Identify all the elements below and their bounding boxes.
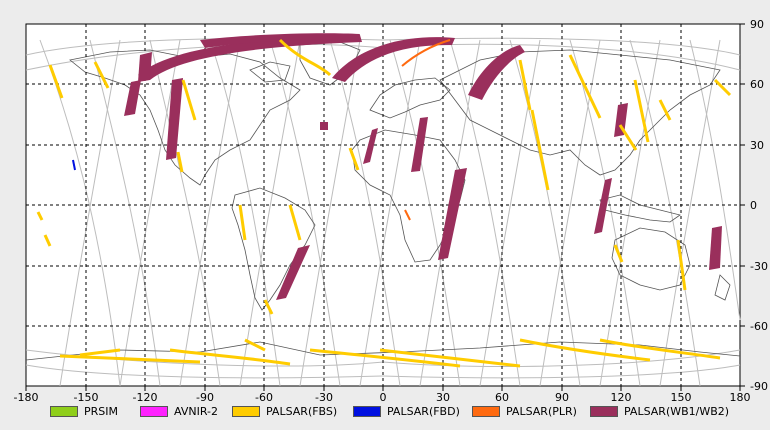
x-tick-label: -60 <box>255 391 273 404</box>
x-tick-label: -30 <box>315 391 333 404</box>
legend-label: PALSAR(PLR) <box>506 404 577 418</box>
legend-label: PALSAR(FBS) <box>266 404 338 418</box>
y-tick-label: 30 <box>750 139 764 152</box>
legend-item-avnir2: AVNIR-2 <box>140 403 218 419</box>
x-tick-label: 120 <box>611 391 632 404</box>
swaths-fbd <box>72 159 76 171</box>
legend-swatch <box>50 405 78 417</box>
x-tick-label: 0 <box>380 391 387 404</box>
x-tick-label: -180 <box>14 391 39 404</box>
x-tick-label: -150 <box>74 391 99 404</box>
y-tick-label: 60 <box>750 78 764 91</box>
legend-item-palsar-fbs: PALSAR(FBS) <box>232 403 337 419</box>
x-tick-label: 30 <box>436 391 450 404</box>
legend-item-prsim: PRSIM <box>50 403 118 419</box>
grid-lines <box>26 24 740 386</box>
legend-label: PALSAR(FBD) <box>387 404 460 418</box>
legend-label: PRSIM <box>84 404 118 418</box>
legend-swatch <box>232 405 260 417</box>
legend-swatch <box>353 405 381 417</box>
y-tick-label: 0 <box>750 199 757 212</box>
tick-marks <box>25 23 745 391</box>
y-tick-label: -90 <box>750 380 768 393</box>
legend-swatch <box>472 405 500 417</box>
legend-label: AVNIR-2 <box>174 404 218 418</box>
y-tick-label: -60 <box>750 320 768 333</box>
legend-item-palsar-wb: PALSAR(WB1/WB2) <box>590 403 729 419</box>
x-tick-label: 180 <box>730 391 751 404</box>
swaths-fbs <box>36 38 732 368</box>
y-tick-label: -30 <box>750 260 768 273</box>
legend: PRSIM AVNIR-2 PALSAR(FBS) PALSAR(FBD) PA… <box>0 400 770 424</box>
x-tick-label: 90 <box>555 391 569 404</box>
swaths-plr <box>401 39 451 221</box>
x-tick-label: -90 <box>196 391 214 404</box>
y-tick-label: 90 <box>750 18 764 31</box>
x-tick-labels: -180 -150 -120 -90 -60 -30 0 30 60 90 12… <box>14 391 751 404</box>
legend-item-palsar-fbd: PALSAR(FBD) <box>353 403 460 419</box>
x-tick-label: 150 <box>671 391 692 404</box>
legend-item-palsar-plr: PALSAR(PLR) <box>472 403 577 419</box>
x-tick-label: -120 <box>133 391 158 404</box>
x-tick-label: 60 <box>495 391 509 404</box>
y-tick-labels: 90 60 30 0 -30 -60 -90 <box>750 18 768 393</box>
legend-swatch <box>140 405 168 417</box>
swaths-wb <box>124 33 722 300</box>
legend-label: PALSAR(WB1/WB2) <box>624 404 730 418</box>
legend-swatch <box>590 405 618 417</box>
